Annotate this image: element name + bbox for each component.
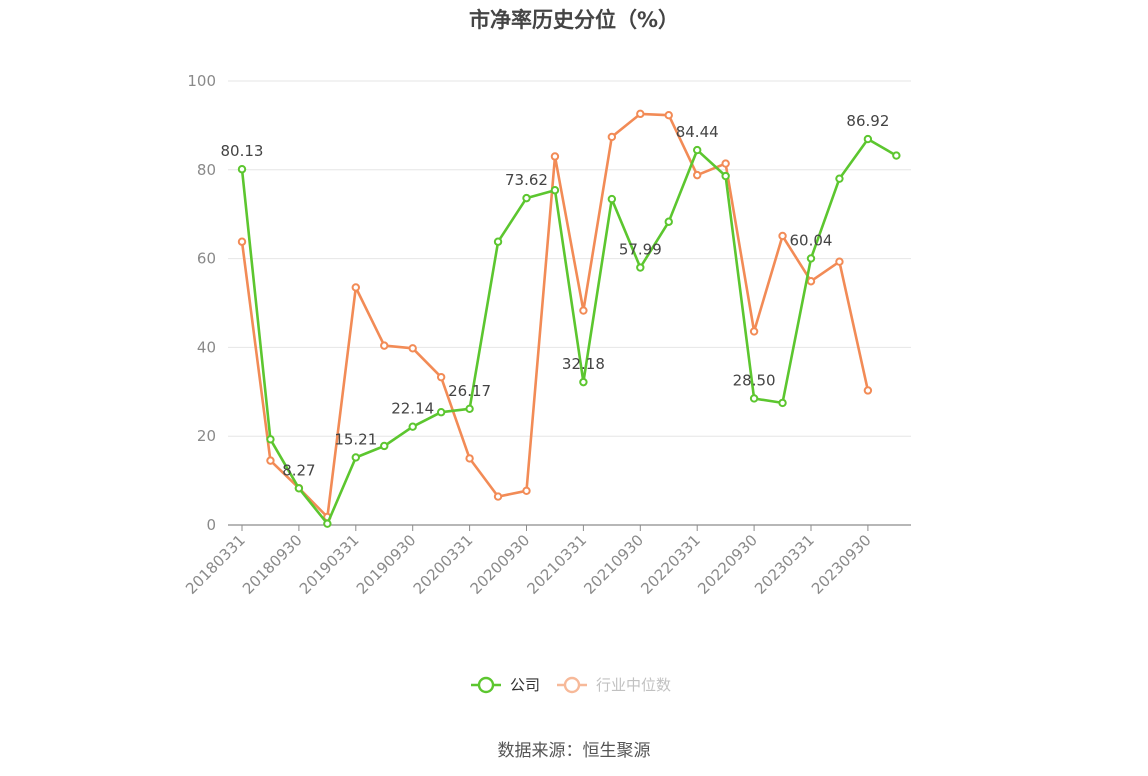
data-point	[408, 344, 417, 353]
y-tick-label: 40	[197, 338, 216, 356]
data-point	[835, 257, 844, 266]
data-point	[493, 237, 503, 246]
data-point	[266, 435, 275, 444]
x-tick-label: 20210331	[524, 531, 591, 598]
x-tick-label: 20190331	[296, 531, 363, 598]
data-point	[721, 159, 730, 168]
data-source: 数据来源：恒生聚源	[497, 741, 651, 761]
data-point	[693, 170, 702, 180]
data-label: 80.13	[221, 142, 264, 160]
data-point	[693, 145, 702, 155]
legend-item: 行业中位数	[557, 676, 671, 694]
data-point	[806, 277, 816, 286]
data-point	[465, 454, 474, 463]
x-tick-label: 20190930	[353, 531, 420, 598]
legend-label: 公司	[510, 676, 540, 694]
series-layer	[237, 109, 901, 528]
data-point	[237, 237, 247, 246]
data-point	[465, 404, 474, 414]
y-tick-label: 100	[187, 72, 216, 90]
y-tick-label: 0	[206, 516, 216, 534]
data-point	[266, 456, 275, 465]
axis-layer: 0 20 40 60 80 100 2018033120180930201903312019…	[182, 72, 911, 598]
data-point	[493, 492, 503, 501]
x-tick-label: 20180930	[239, 531, 306, 598]
data-label: 60.04	[790, 231, 833, 249]
legend: 公司 行业中位数	[471, 676, 671, 694]
data-point	[749, 327, 759, 336]
data-label: 28.50	[733, 371, 776, 389]
data-point	[351, 283, 360, 292]
data-label: 15.21	[334, 430, 377, 448]
legend-swatch-marker	[563, 676, 581, 694]
data-point	[380, 341, 389, 350]
data-label: 73.62	[505, 171, 548, 189]
series-line-industry	[240, 112, 870, 519]
data-point	[522, 193, 531, 203]
legend-swatch-marker	[477, 676, 495, 694]
x-tick-label: 20230331	[751, 531, 818, 598]
data-point	[579, 306, 588, 315]
data-point	[408, 422, 417, 431]
data-point	[664, 217, 673, 226]
legend-item: 公司	[471, 676, 540, 694]
data-point	[607, 194, 617, 204]
x-tick-label: 20220331	[637, 531, 704, 598]
data-label: 84.44	[676, 123, 719, 141]
data-point	[550, 186, 560, 195]
data-label: 22.14	[391, 400, 434, 418]
data-point	[550, 152, 560, 161]
series-line-company	[240, 137, 898, 526]
x-tick-label: 20230930	[808, 531, 875, 598]
data-point	[721, 171, 730, 181]
data-point	[664, 110, 673, 120]
data-point	[436, 408, 446, 417]
x-tick-label: 20180331	[182, 531, 249, 598]
label-layer: 80.13 8.27 15.21 22.14 26.17 73.62 32.18 57.99 8…	[221, 112, 890, 479]
data-point	[294, 484, 304, 493]
legend-label: 行业中位数	[596, 676, 671, 694]
x-tick-label: 20200331	[410, 531, 477, 598]
data-label: 86.92	[846, 112, 889, 130]
x-tick-label: 20210930	[580, 531, 647, 598]
data-point	[636, 109, 645, 119]
x-tick-label: 20220930	[694, 531, 761, 598]
data-point	[749, 394, 759, 403]
data-point	[806, 254, 816, 263]
x-tick-label: 20200930	[467, 531, 534, 598]
y-tick-label: 60	[197, 250, 216, 268]
data-point	[579, 377, 588, 387]
data-point	[863, 134, 873, 144]
data-point	[636, 263, 645, 272]
data-point	[778, 398, 787, 408]
y-tick-label: 80	[197, 161, 216, 179]
data-point	[436, 372, 446, 382]
data-label: 26.17	[448, 382, 491, 400]
data-point	[835, 174, 844, 183]
data-label: 32.18	[562, 355, 605, 373]
data-point	[522, 486, 531, 496]
data-point	[778, 231, 787, 241]
data-point	[351, 453, 360, 462]
y-tick-label: 20	[197, 427, 216, 445]
data-point	[380, 441, 389, 451]
data-label: 8.27	[282, 461, 315, 479]
data-point	[892, 151, 901, 160]
data-point	[237, 165, 247, 174]
data-point	[607, 132, 617, 142]
data-point	[323, 519, 332, 528]
data-point	[863, 386, 873, 395]
data-label: 57.99	[619, 241, 662, 259]
chart-title: 市净率历史分位（%）	[468, 8, 680, 32]
